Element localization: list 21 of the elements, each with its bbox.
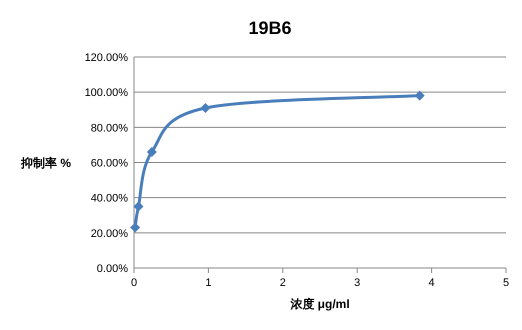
x-axis-title: 浓度 μg/ml: [289, 297, 350, 311]
point: [146, 146, 157, 157]
y-tick-label: 80.00%: [90, 122, 128, 134]
point: [200, 102, 210, 113]
x-tick-label: 3: [354, 277, 360, 289]
y-tick-label: 120.00%: [84, 52, 128, 64]
chart-title: 19B6: [248, 18, 292, 38]
x-tick-label: 1: [205, 277, 212, 289]
x-tick-label: 4: [428, 277, 435, 289]
y-tick-label: 20.00%: [90, 228, 128, 240]
x-tick-label: 5: [502, 277, 510, 289]
y-tick-label: 100.00%: [84, 87, 128, 100]
point: [414, 90, 425, 101]
y-tick-label: 40.00%: [90, 192, 128, 205]
point: [133, 201, 144, 212]
x-tick-label: 2: [280, 277, 286, 289]
y-tick-label: 60.00%: [90, 158, 128, 170]
y-axis-title: 抑制率 %: [20, 156, 72, 170]
point: [130, 222, 140, 233]
y-tick-label: 0.00%: [96, 263, 128, 275]
x-tick-label: 0: [130, 277, 138, 289]
